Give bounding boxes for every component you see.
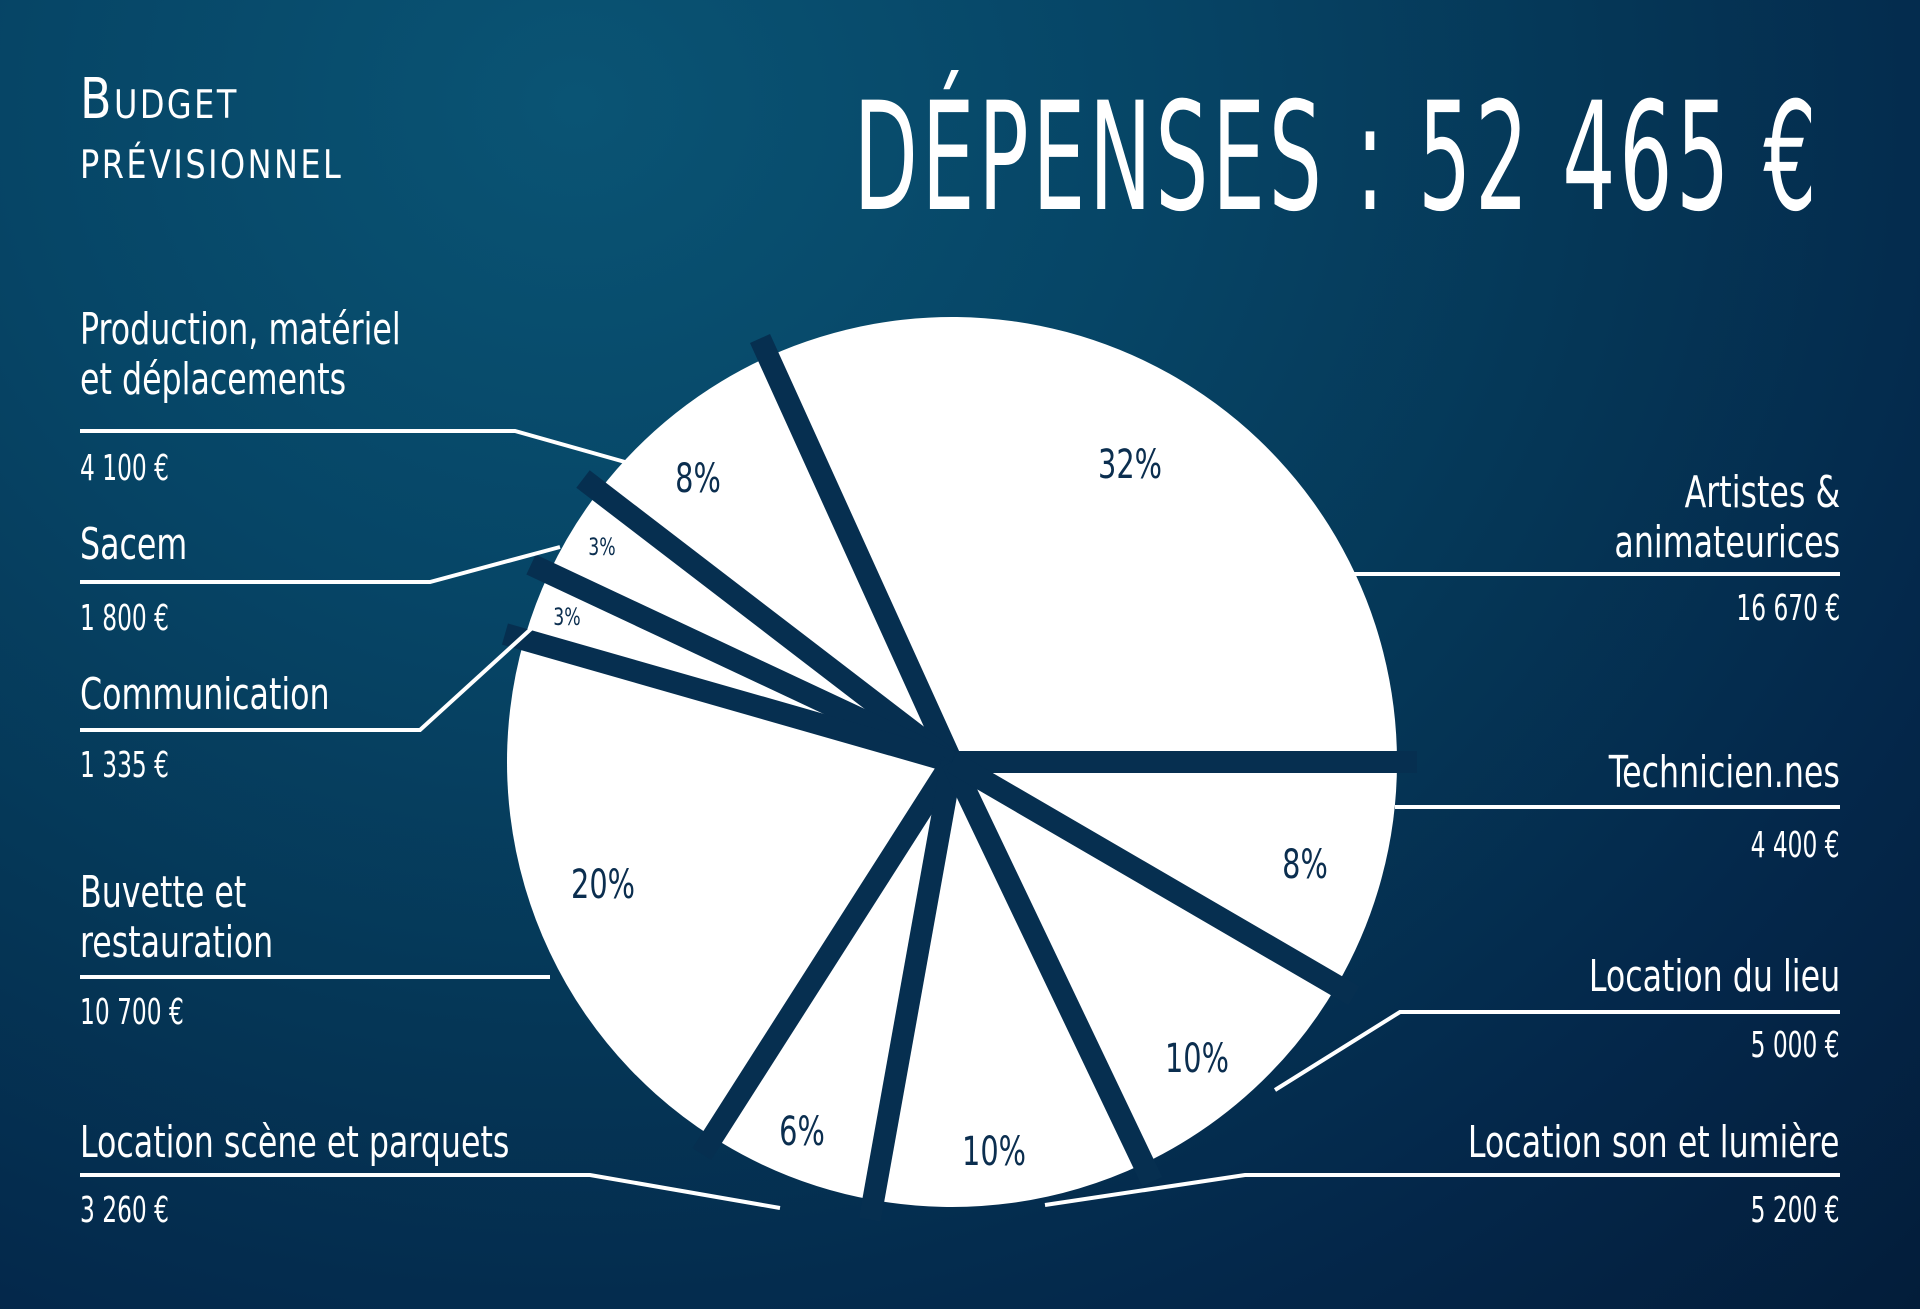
slice-separator — [942, 757, 1163, 1187]
pie-slice — [506, 639, 952, 1138]
label-communication-amount: 1 335 € — [80, 745, 169, 786]
label-techniciens-amount: 4 400 € — [1751, 825, 1840, 866]
slice-separator — [692, 756, 962, 1160]
subtitle-line-2: prévisionnel — [80, 127, 344, 192]
label-buvette-amount: 10 700 € — [80, 992, 184, 1033]
label-production-name-1: Production, matériel — [80, 304, 401, 355]
label-buvette-amount-wrap: 10 700 € — [80, 992, 224, 1034]
label-son-lumiere-name: Location son et lumière — [1468, 1117, 1840, 1168]
chart-title: DÉPENSES : 52 465 € — [853, 71, 1820, 245]
label-scene-amount-wrap: 3 260 € — [80, 1190, 204, 1232]
subtitle-line-1: Budget — [80, 67, 239, 132]
slice-separator — [501, 623, 956, 773]
label-artistes-amount: 16 670 € — [1736, 588, 1840, 629]
leader-line-communication — [80, 626, 534, 732]
pie-slice — [952, 762, 1337, 1164]
label-buvette-name-1: Buvette et — [80, 867, 247, 918]
label-scene-name: Location scène et parquets — [80, 1117, 510, 1168]
slice-separator — [576, 470, 959, 771]
leader-line-production — [80, 429, 626, 464]
slice-separator — [946, 752, 1360, 1006]
percent-techniciens: 8% — [1282, 840, 1328, 887]
label-artistes-name-2: animateurices — [1614, 517, 1840, 568]
slice-separators — [501, 333, 1417, 1222]
percent-production: 8% — [675, 454, 721, 501]
label-son-lumiere-amount-wrap: 5 200 € — [1716, 1190, 1840, 1232]
label-techniciens-amount-wrap: 4 400 € — [1716, 825, 1840, 867]
percent-buvette: 20% — [571, 860, 635, 907]
pie-slice — [598, 356, 952, 762]
label-communication-amount-wrap: 1 335 € — [80, 745, 204, 787]
leader-line-son-lumiere — [1044, 1173, 1840, 1207]
percent-communication: 3% — [553, 604, 580, 632]
label-communication: Communication — [80, 670, 392, 720]
label-artistes: Artistes & animateurices — [1558, 468, 1840, 568]
label-production-name-2: et déplacements — [80, 354, 347, 405]
label-sacem: Sacem — [80, 520, 214, 570]
slice-separator — [749, 333, 963, 767]
label-buvette: Buvette et restauration — [80, 868, 321, 968]
percent-scene: 6% — [779, 1107, 825, 1154]
label-lieu: Location du lieu — [1526, 952, 1840, 1002]
leader-line-lieu — [1273, 1010, 1840, 1092]
label-production-amount: 4 100 € — [80, 448, 169, 489]
leader-line-sacem — [80, 545, 561, 584]
label-son-lumiere: Location son et lumière — [1375, 1118, 1840, 1168]
label-artistes-amount-wrap: 16 670 € — [1696, 588, 1840, 630]
label-son-lumiere-amount: 5 200 € — [1751, 1190, 1840, 1231]
percent-lieu: 10% — [1165, 1034, 1229, 1081]
leader-lines — [80, 429, 1840, 1210]
slice-separator — [526, 554, 957, 772]
chart-subtitle: Budget prévisionnel — [80, 70, 343, 190]
label-production: Production, matériel et déplacements — [80, 305, 481, 405]
percent-son-lumiere: 10% — [962, 1127, 1026, 1174]
label-techniciens: Technicien.nes — [1551, 748, 1840, 798]
leader-line-scene — [80, 1173, 781, 1210]
label-artistes-name-1: Artistes & — [1684, 467, 1840, 518]
percent-artistes: 32% — [1098, 440, 1162, 487]
label-lieu-amount-wrap: 5 000 € — [1716, 1025, 1840, 1067]
label-lieu-amount: 5 000 € — [1751, 1025, 1840, 1066]
percent-labels: 32% 8% 3% 3% 20% 6% 10% 10% 8% — [553, 440, 1328, 1174]
label-lieu-name: Location du lieu — [1588, 951, 1840, 1002]
label-sacem-name: Sacem — [80, 519, 188, 570]
label-scene-amount: 3 260 € — [80, 1190, 169, 1231]
percent-sacem: 3% — [588, 534, 615, 562]
pie-slice — [768, 316, 1397, 762]
label-sacem-amount-wrap: 1 800 € — [80, 598, 204, 640]
label-sacem-amount: 1 800 € — [80, 598, 169, 639]
label-scene: Location scène et parquets — [80, 1118, 617, 1168]
label-communication-name: Communication — [80, 669, 330, 720]
slice-separator — [858, 760, 963, 1222]
label-production-amount-wrap: 4 100 € — [80, 448, 204, 490]
label-techniciens-name: Technicien.nes — [1608, 747, 1840, 798]
label-buvette-name-2: restauration — [80, 917, 274, 968]
